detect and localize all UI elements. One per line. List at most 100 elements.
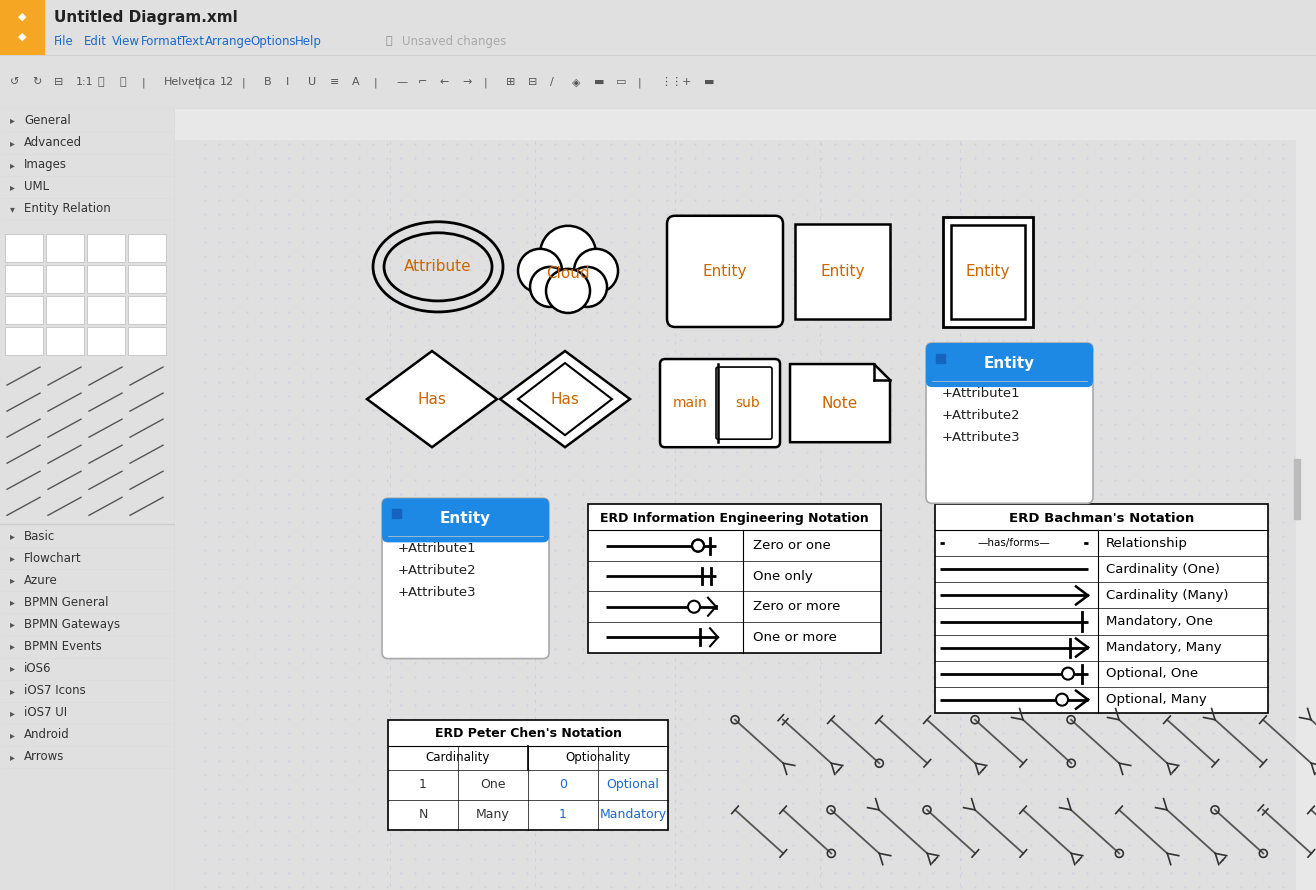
Polygon shape	[790, 364, 890, 442]
Text: Cardinality (One): Cardinality (One)	[1105, 562, 1220, 576]
Text: U: U	[308, 77, 316, 87]
Text: Text: Text	[180, 35, 204, 48]
Text: —has/forms—: —has/forms—	[978, 538, 1050, 548]
Text: Help: Help	[295, 35, 322, 48]
Text: ▸: ▸	[11, 182, 14, 191]
Text: Mandatory, Many: Mandatory, Many	[1105, 641, 1221, 654]
Text: Edit: Edit	[84, 35, 107, 48]
Text: |: |	[142, 77, 146, 87]
Circle shape	[688, 601, 700, 612]
Text: Mandatory, One: Mandatory, One	[1105, 615, 1213, 628]
Text: Arrange: Arrange	[205, 35, 253, 48]
Circle shape	[1062, 668, 1074, 680]
Text: |: |	[374, 77, 378, 87]
Bar	[128, 234, 166, 262]
Text: ≡: ≡	[330, 77, 340, 87]
Text: ◈: ◈	[572, 77, 580, 87]
Bar	[87, 234, 125, 262]
Text: BPMN General: BPMN General	[24, 596, 108, 609]
Text: +Attribute2: +Attribute2	[942, 409, 1021, 422]
FancyBboxPatch shape	[382, 498, 549, 659]
Text: Images: Images	[24, 158, 67, 171]
Text: ↻: ↻	[32, 77, 41, 87]
Text: I: I	[286, 77, 290, 87]
Bar	[588, 505, 880, 652]
Text: Cardinality (Many): Cardinality (Many)	[1105, 589, 1229, 602]
FancyBboxPatch shape	[926, 343, 1094, 387]
Bar	[936, 354, 945, 363]
Text: ▸: ▸	[11, 554, 14, 563]
Text: ⌐: ⌐	[418, 77, 428, 87]
Text: Note: Note	[822, 396, 858, 410]
Circle shape	[519, 249, 562, 293]
Text: |: |	[484, 77, 488, 87]
Circle shape	[546, 269, 590, 313]
Text: BPMN Events: BPMN Events	[24, 640, 101, 653]
Bar	[128, 265, 166, 293]
Bar	[944, 217, 1033, 327]
Bar	[0, 0, 43, 55]
Text: Entity: Entity	[703, 263, 747, 279]
Text: ▸: ▸	[11, 685, 14, 696]
Bar	[5, 234, 43, 262]
Bar	[932, 375, 1087, 381]
FancyBboxPatch shape	[716, 367, 772, 439]
Text: +Attribute1: +Attribute1	[942, 386, 1021, 400]
Bar	[128, 295, 166, 324]
Text: +: +	[682, 77, 691, 87]
Text: Cloud: Cloud	[546, 266, 590, 281]
Text: Options: Options	[250, 35, 296, 48]
Text: Arrows: Arrows	[24, 750, 64, 764]
Bar	[934, 505, 1269, 713]
Text: Optionality: Optionality	[566, 751, 630, 765]
Text: +Attribute2: +Attribute2	[397, 564, 476, 577]
FancyBboxPatch shape	[661, 359, 780, 447]
Text: iOS7 UI: iOS7 UI	[24, 706, 67, 719]
Text: ▭: ▭	[616, 77, 626, 87]
Text: ERD Information Engineering Notation: ERD Information Engineering Notation	[600, 512, 869, 525]
Text: Entity: Entity	[820, 263, 865, 279]
Bar	[46, 265, 84, 293]
Circle shape	[530, 267, 570, 307]
Text: sub: sub	[736, 396, 761, 410]
Circle shape	[1055, 693, 1069, 706]
Text: Attribute: Attribute	[404, 259, 472, 274]
Text: Optional, One: Optional, One	[1105, 668, 1198, 680]
Bar	[175, 109, 1316, 139]
Text: Has: Has	[550, 392, 579, 407]
Text: Basic: Basic	[24, 530, 55, 543]
Text: ▸: ▸	[11, 116, 14, 125]
Text: Format: Format	[141, 35, 183, 48]
Text: —: —	[396, 77, 407, 87]
Bar	[945, 537, 1083, 550]
Circle shape	[692, 539, 704, 552]
Text: +Attribute3: +Attribute3	[397, 586, 476, 599]
Circle shape	[574, 249, 619, 293]
Circle shape	[567, 267, 607, 307]
Bar	[46, 234, 84, 262]
Text: Has: Has	[417, 392, 446, 407]
Bar	[392, 509, 401, 518]
Bar	[1294, 459, 1300, 520]
Text: ⊟: ⊟	[54, 77, 63, 87]
Text: Azure: Azure	[24, 574, 58, 587]
Text: File: File	[54, 35, 74, 48]
Text: ▸: ▸	[11, 730, 14, 740]
Text: ▸: ▸	[11, 597, 14, 608]
Bar	[46, 327, 84, 355]
Bar	[128, 327, 166, 355]
Text: ▸: ▸	[11, 619, 14, 629]
Text: iOS7 Icons: iOS7 Icons	[24, 684, 86, 697]
Text: 1: 1	[559, 808, 567, 821]
FancyBboxPatch shape	[382, 498, 549, 542]
Text: ▸: ▸	[11, 642, 14, 651]
Text: Entity: Entity	[440, 511, 491, 526]
Text: |: |	[242, 77, 246, 87]
Text: BPMN Gateways: BPMN Gateways	[24, 618, 120, 631]
Text: ▸: ▸	[11, 576, 14, 586]
FancyBboxPatch shape	[667, 215, 783, 327]
Text: Android: Android	[24, 728, 70, 741]
Polygon shape	[367, 351, 497, 447]
FancyBboxPatch shape	[926, 343, 1094, 504]
Text: 0: 0	[559, 779, 567, 791]
